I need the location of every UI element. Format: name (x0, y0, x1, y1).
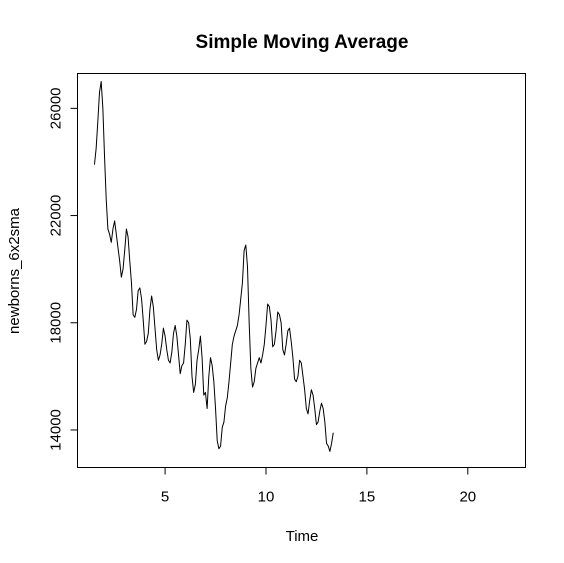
series-line (93, 81, 334, 452)
x-axis-label: Time (286, 528, 319, 545)
y-axis: 14000 18000 22000 26000 (48, 87, 78, 451)
x-tick-label: 15 (359, 489, 376, 506)
x-axis: 5 10 15 20 (161, 467, 476, 506)
series-layer (93, 81, 334, 452)
y-tick-label: 18000 (48, 302, 65, 344)
x-tick-label: 5 (161, 489, 169, 506)
y-axis-label: newborns_6x2sma (6, 207, 23, 334)
y-tick-label: 22000 (48, 195, 65, 237)
y-tick-label: 14000 (48, 409, 65, 451)
x-tick-label: 20 (459, 489, 476, 506)
chart-title: Simple Moving Average (196, 32, 409, 53)
y-tick-label: 26000 (48, 87, 65, 129)
plot-frame (77, 73, 526, 468)
x-tick-label: 10 (258, 489, 275, 506)
